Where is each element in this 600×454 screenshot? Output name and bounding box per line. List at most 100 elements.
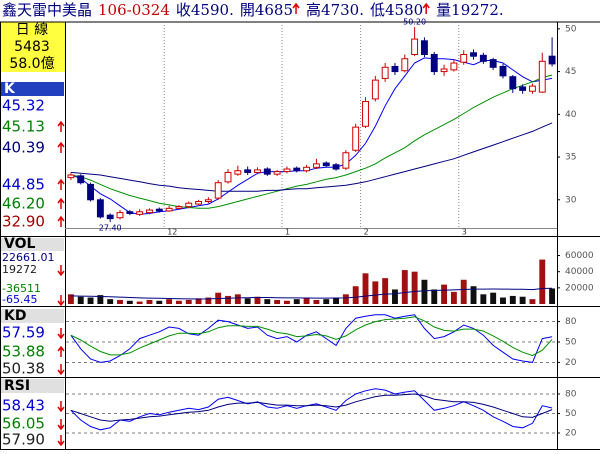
candle-body: [381, 66, 389, 79]
volume-bar: [421, 279, 428, 304]
candle-body: [450, 62, 458, 71]
candle-body: [195, 201, 203, 205]
candle-body: [420, 40, 428, 55]
candle-body: [479, 54, 487, 62]
volume-bar: [519, 296, 526, 304]
volume-bar: [225, 295, 231, 304]
indicator-value: 44.85: [2, 176, 45, 194]
candle-body: [254, 169, 261, 173]
arrow-down: [57, 419, 65, 431]
volume-bar: [460, 279, 467, 304]
volume-bar: [293, 299, 300, 304]
volume-bar: [185, 299, 192, 304]
candle-body: [440, 68, 448, 73]
info-line: 58.0億: [9, 56, 54, 72]
indicator-line: [70, 316, 553, 357]
candle-body: [234, 170, 242, 175]
indicator-line: [70, 287, 553, 300]
candle-body: [303, 166, 311, 172]
volume-bar: [441, 284, 448, 304]
indicator-line: [70, 314, 553, 363]
y-tick-label: 80: [565, 390, 577, 400]
volume-bar: [146, 299, 153, 304]
y-tick-label: 80: [565, 317, 577, 327]
volume-bar: [342, 294, 349, 304]
panel-title: KD: [4, 308, 26, 324]
volume-bar: [333, 297, 339, 304]
x-tick-label: 3: [462, 228, 467, 237]
indicator-value: 58.43: [2, 397, 45, 415]
volume-bar: [87, 297, 94, 304]
annotation: 50.20: [403, 18, 426, 27]
volume-bar: [254, 296, 261, 304]
y-tick-label: 60000: [565, 251, 594, 261]
candle-body: [529, 85, 536, 92]
y-tick-label: 40000: [565, 267, 594, 277]
volume-bar: [97, 295, 104, 304]
candle-body: [244, 169, 252, 173]
volume-bar: [490, 292, 497, 304]
volume-bar: [117, 299, 123, 304]
arrow-up: [57, 345, 65, 357]
volume-bar: [392, 289, 398, 304]
candle-body: [126, 211, 134, 214]
candle-body: [155, 208, 163, 212]
indicator-value: 57.59: [2, 324, 45, 342]
indicator-value: -65.45: [2, 293, 37, 306]
candle-body: [263, 168, 271, 175]
candle-body: [499, 65, 507, 77]
volume-bar: [303, 297, 310, 304]
panel-title: K: [4, 81, 16, 97]
candle-body: [214, 182, 222, 199]
volume-bar: [244, 298, 251, 304]
y-tick-label: 45: [565, 67, 576, 77]
indicator-value: 57.90: [2, 431, 45, 449]
arrow-down: [57, 265, 65, 277]
header-item: 鑫天雷中美晶: [2, 1, 92, 19]
info-line: 5483: [14, 39, 50, 55]
volume-bar: [126, 300, 133, 304]
header-item: 低4580: [370, 1, 423, 19]
candle-body: [106, 214, 114, 220]
x-tick-label: 12: [167, 228, 177, 237]
candle-body: [489, 59, 497, 68]
candle-body: [430, 53, 438, 73]
candle-body: [538, 60, 546, 93]
header-item: 量19272.: [436, 1, 504, 19]
arrow-up: [57, 120, 65, 132]
volume-bar: [362, 273, 369, 304]
indicator-value: 40.39: [2, 139, 45, 157]
indicator-line: [70, 388, 553, 431]
arrow-down: [57, 328, 65, 340]
candle-body: [332, 164, 340, 170]
candle-body: [322, 162, 330, 167]
indicator-value: 45.32: [2, 97, 45, 115]
volume-bar: [166, 299, 173, 304]
candle-body: [548, 55, 556, 65]
header-item: 高4730.: [306, 1, 364, 19]
k-header: [1, 82, 64, 96]
volume-bar: [352, 286, 359, 304]
volume-bar: [401, 270, 408, 304]
candle-body: [273, 171, 281, 175]
volume-bar: [107, 299, 114, 304]
indicator-value: 53.88: [2, 343, 45, 361]
volume-bar: [284, 300, 290, 304]
indicator-value: 56.05: [2, 415, 45, 433]
indicator-line: [70, 57, 553, 215]
arrow-up: [57, 178, 65, 190]
candle-body: [352, 126, 360, 151]
volume-bar: [480, 294, 487, 304]
indicator-value: 46.20: [2, 195, 45, 213]
candle-body: [312, 163, 320, 168]
candle-body: [165, 207, 173, 212]
indicator-value: 45.13: [2, 118, 45, 136]
indicator-value: 19272: [2, 263, 37, 276]
indicator-value: -36511: [2, 282, 41, 295]
candle-body: [470, 52, 477, 57]
indicator-line: [70, 393, 553, 422]
volume-bar: [156, 300, 163, 304]
volume-bar: [67, 294, 74, 304]
arrow-down: [57, 295, 65, 307]
